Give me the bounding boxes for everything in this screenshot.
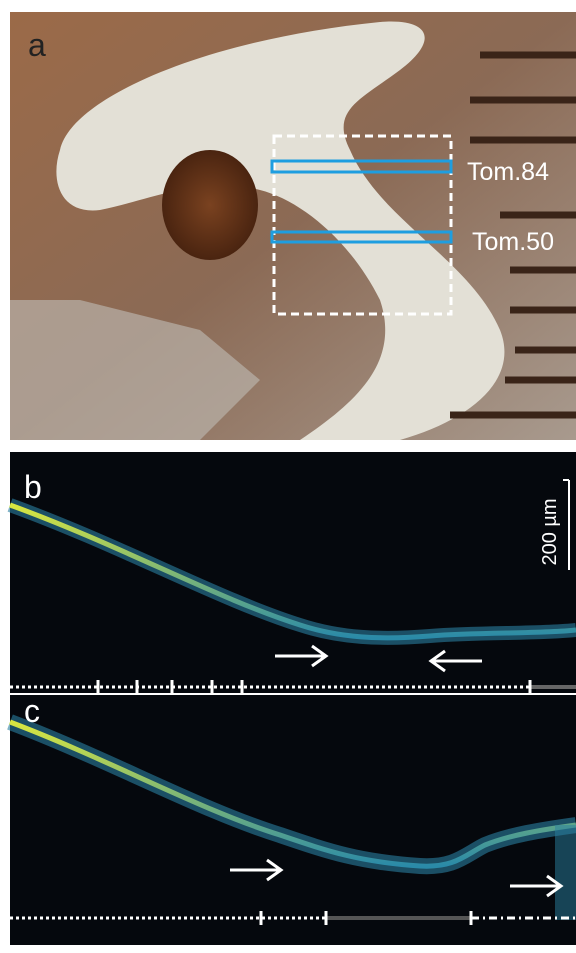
annotation: Tom.50 <box>472 228 554 256</box>
page: a Tom.84 Tom.50 200 µm b <box>0 0 576 953</box>
annotation: Tom.84 <box>467 158 549 186</box>
oct-background <box>10 695 576 945</box>
tissue-scatter <box>555 825 576 920</box>
panel-b: 200 µm b <box>10 452 576 694</box>
panel-label: b <box>24 469 42 505</box>
figure: a Tom.84 Tom.50 200 µm b <box>0 0 576 953</box>
nodule <box>162 150 258 260</box>
panel-a: a Tom.84 Tom.50 <box>10 12 576 440</box>
scale-label: 200 µm <box>539 498 561 565</box>
panel-label: c <box>24 693 40 729</box>
panel-label: a <box>28 27 46 63</box>
panel-c: c <box>10 693 576 945</box>
